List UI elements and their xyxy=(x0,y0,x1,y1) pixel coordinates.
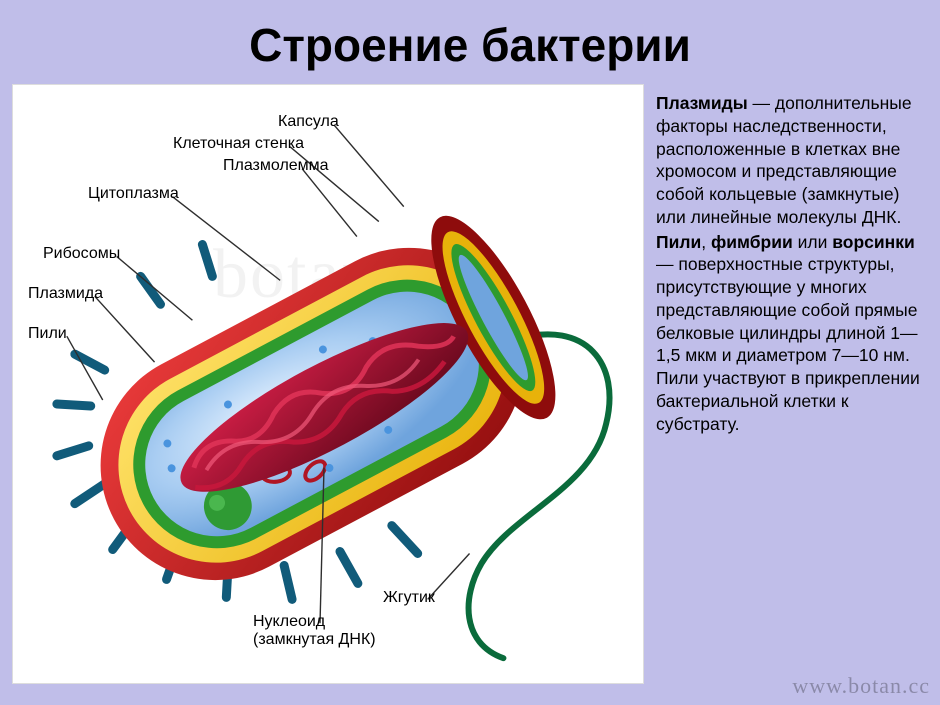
content-row: botan xyxy=(0,84,940,684)
watermark-footer: www.botan.cc xyxy=(792,673,930,699)
label-plasmolemma: Плазмолемма xyxy=(223,157,329,175)
term-plasmids: Плазмиды xyxy=(656,93,748,113)
paragraph-pili: Пили, фимбрии или ворсинки — поверхностн… xyxy=(656,231,922,436)
label-ribosomes: Рибосомы xyxy=(43,245,120,263)
label-nucleoid: Нуклеоид (замкнутая ДНК) xyxy=(253,613,376,649)
label-cytoplasm: Цитоплазма xyxy=(88,185,179,203)
label-flagellum: Жгутик xyxy=(383,589,435,607)
label-cellwall: Клеточная стенка xyxy=(173,135,304,153)
term-fimbrii: фимбрии xyxy=(711,232,793,252)
diagram-panel: botan xyxy=(12,84,644,684)
label-pili: Пили xyxy=(28,325,67,343)
term-vorsinki: ворсинки xyxy=(832,232,914,252)
term-pili: Пили xyxy=(656,232,701,252)
label-capsule: Капсула xyxy=(278,113,339,131)
paragraph-plasmids: Плазмиды — дополнительные факторы наслед… xyxy=(656,92,922,229)
label-plasmid: Плазмида xyxy=(28,285,103,303)
page-title: Строение бактерии xyxy=(0,0,940,84)
text-panel: Плазмиды — дополнительные факторы наслед… xyxy=(644,84,928,684)
cell-body xyxy=(60,199,579,620)
